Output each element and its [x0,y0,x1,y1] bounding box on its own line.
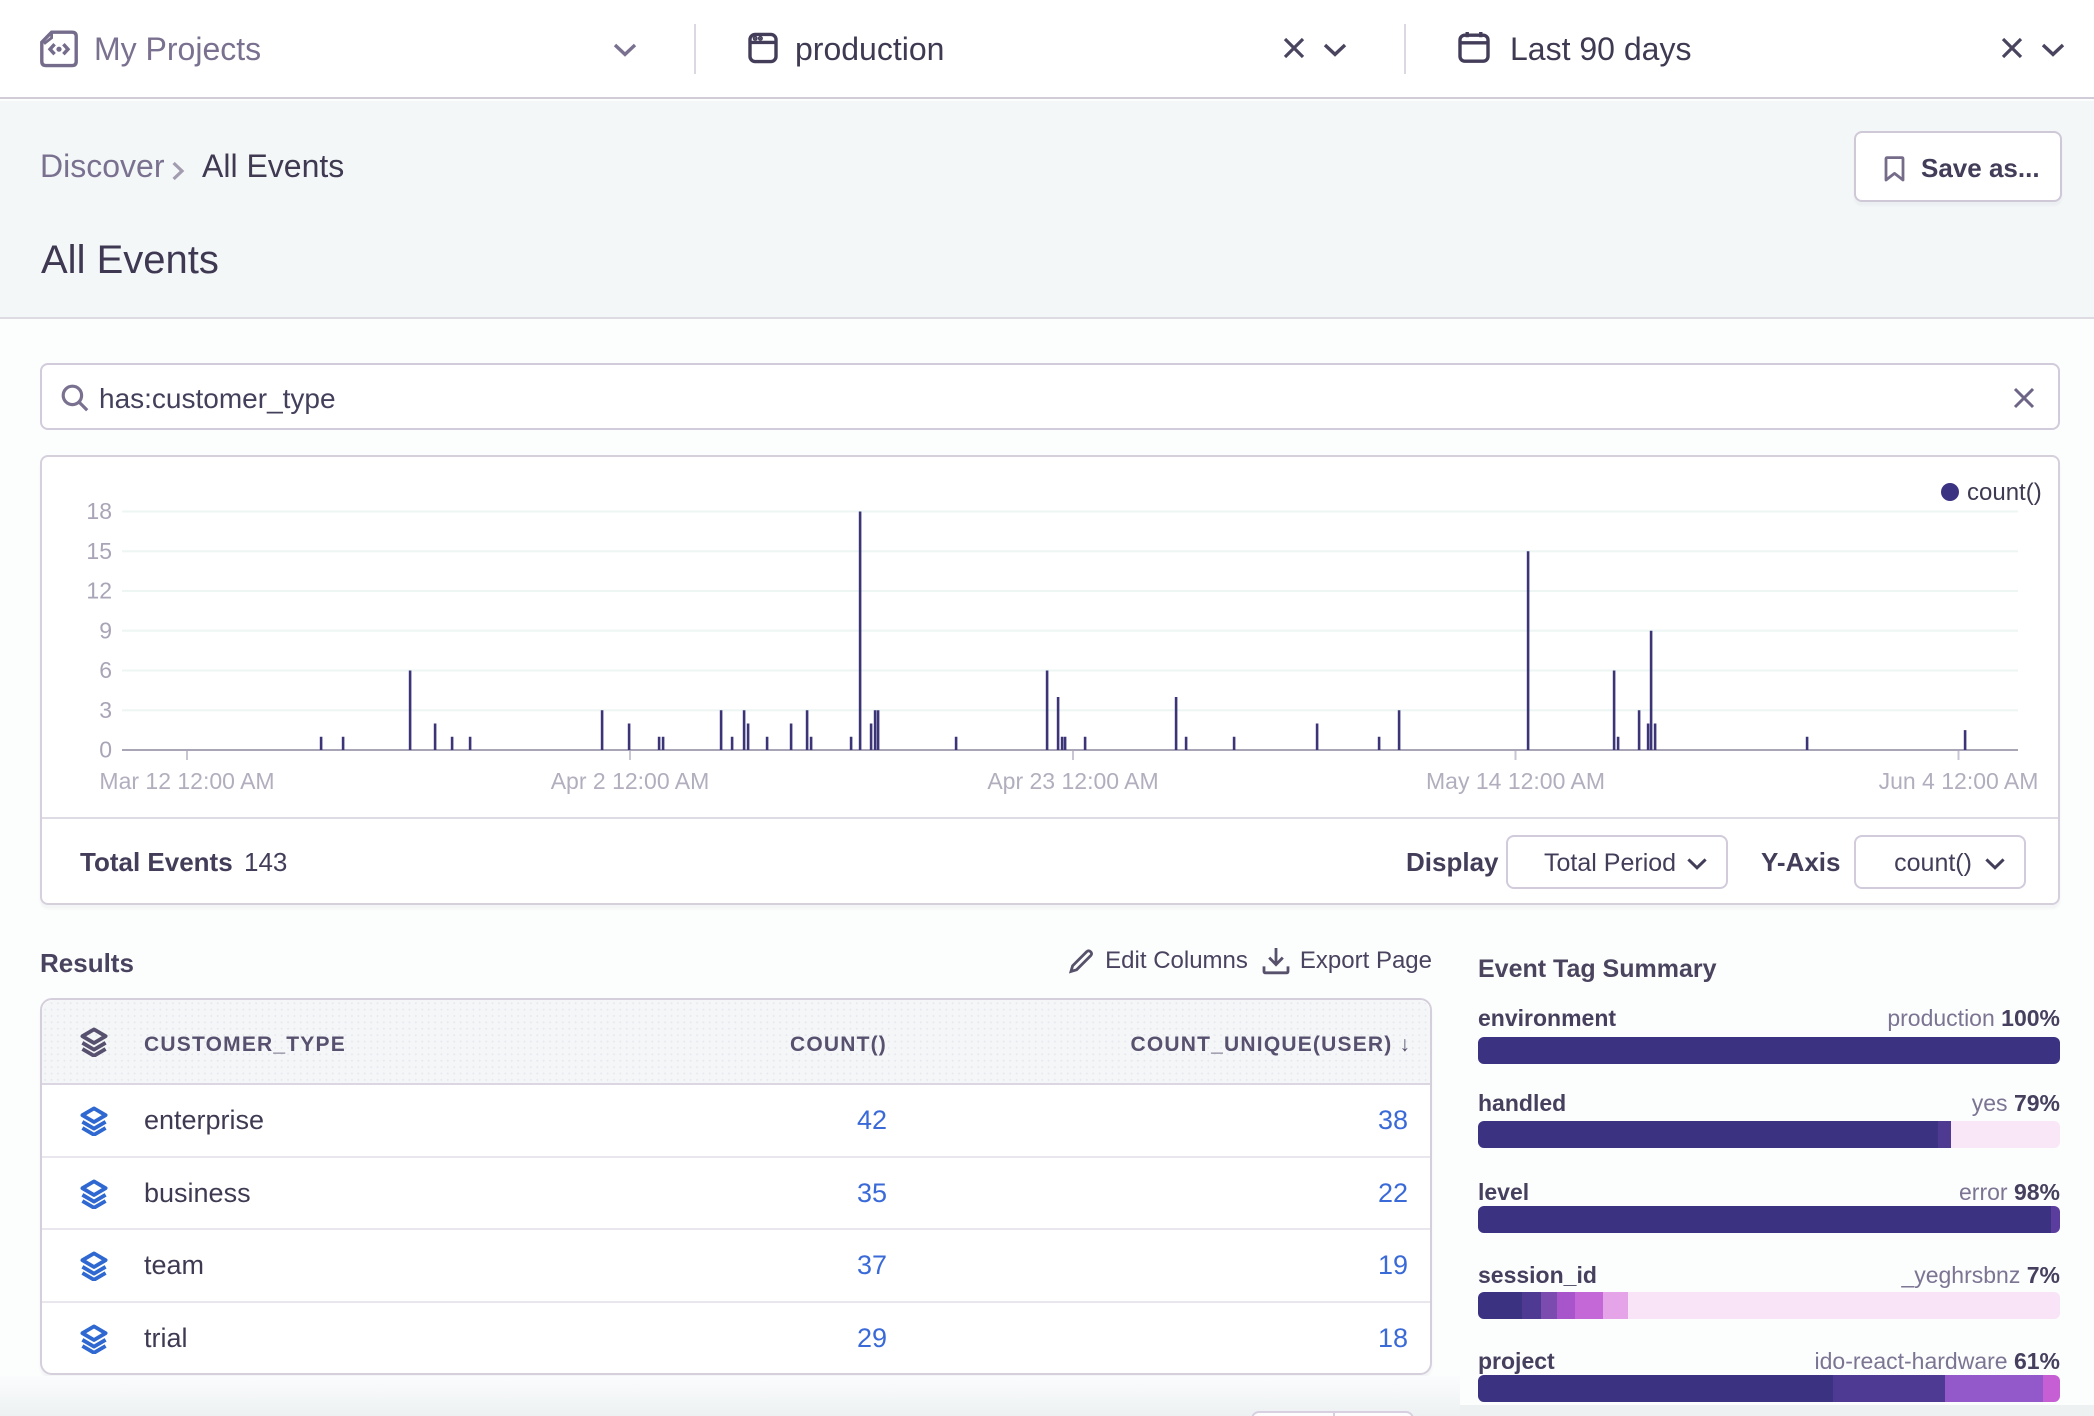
svg-text:Apr 2 12:00 AM: Apr 2 12:00 AM [551,768,710,794]
svg-text:6: 6 [99,657,112,683]
svg-text:0: 0 [99,737,112,763]
svg-text:Mar 12 12:00 AM: Mar 12 12:00 AM [99,768,274,794]
svg-text:Apr 23 12:00 AM: Apr 23 12:00 AM [987,768,1158,794]
svg-text:May 14 12:00 AM: May 14 12:00 AM [1426,768,1605,794]
svg-text:3: 3 [99,697,112,723]
svg-text:count(): count() [1967,479,2042,506]
svg-text:Jun 4 12:00 AM: Jun 4 12:00 AM [1879,768,2039,794]
svg-text:18: 18 [86,498,112,524]
svg-text:9: 9 [99,617,112,643]
svg-text:12: 12 [86,578,112,604]
svg-text:15: 15 [86,538,112,564]
